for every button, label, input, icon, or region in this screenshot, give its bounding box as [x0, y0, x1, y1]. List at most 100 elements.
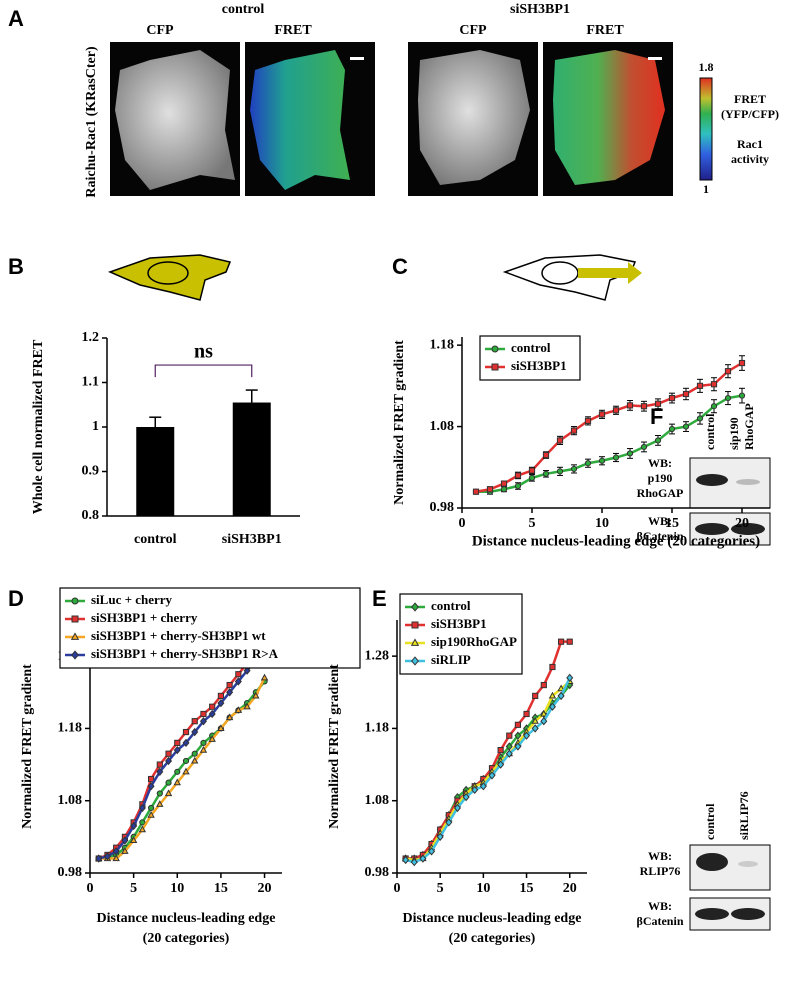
panel-letter: C: [392, 254, 408, 279]
y-tick-label: 1.18: [365, 721, 390, 736]
marker: [226, 688, 234, 697]
x-tick-label: control: [134, 532, 177, 547]
marker: [462, 792, 470, 802]
marker: [156, 800, 164, 807]
marker: [500, 486, 508, 493]
cell: [250, 50, 350, 190]
x-tick-label: 10: [595, 516, 609, 531]
x-tick-label: 0: [394, 881, 401, 896]
legend-label: siRLIP: [431, 652, 471, 667]
marker: [738, 392, 746, 399]
bar: [232, 402, 271, 516]
y-label: Normalized FRET gradient: [392, 340, 407, 505]
marker: [540, 709, 548, 717]
legend-label: siSH3BP1 + cherry-SH3BP1 wt: [91, 628, 266, 643]
marker: [191, 727, 199, 737]
lane-label: control: [703, 413, 717, 450]
legend-label: sip190RhoGAP: [431, 634, 517, 649]
panel-letter: D: [8, 586, 24, 611]
y-tick-label: 1.2: [82, 330, 100, 345]
marker: [260, 673, 269, 681]
marker: [640, 443, 648, 451]
legend-label: siLuc + cherry: [91, 592, 173, 607]
y-tick-label: 0.98: [430, 500, 455, 515]
marker: [200, 710, 207, 718]
legend-label: control: [431, 598, 471, 613]
band: [695, 908, 729, 920]
marker: [411, 656, 419, 666]
marker: [710, 403, 718, 410]
panel-f: F control sip190 RhoGAP WB: p190 RhoGAP …: [637, 403, 771, 931]
x-tick-label: 15: [665, 516, 679, 531]
marker: [200, 739, 207, 746]
legend-label: siSH3BP1 + cherry: [91, 610, 198, 625]
marker: [654, 437, 662, 444]
colorbar: [699, 77, 713, 181]
marker: [95, 854, 103, 863]
marker: [531, 724, 539, 733]
marker: [626, 450, 634, 457]
lane-label: sip190: [727, 417, 741, 450]
marker: [570, 465, 578, 473]
marker: [103, 852, 111, 861]
panel-letter: E: [372, 586, 387, 611]
marker: [156, 761, 163, 768]
legend-box: [479, 335, 581, 381]
marker: [505, 749, 513, 758]
cell-cartoon: [107, 254, 232, 301]
x-tick-label: 5: [529, 516, 536, 531]
colorbar-min: 1: [703, 182, 709, 196]
marker: [410, 638, 420, 646]
marker: [436, 832, 444, 842]
lane-label: control: [703, 803, 717, 840]
marker: [566, 638, 573, 645]
marker: [173, 778, 181, 786]
y-label: Normalized FRET gradient: [20, 664, 35, 829]
marker: [542, 470, 550, 477]
bar: [136, 427, 175, 516]
marker: [682, 390, 690, 398]
marker: [121, 836, 129, 845]
marker: [654, 400, 662, 407]
series-line: [405, 677, 571, 864]
marker: [138, 803, 146, 813]
x-label: Distance nucleus-leading edge: [97, 911, 276, 926]
marker: [506, 732, 513, 739]
x-tick-label: 5: [437, 881, 444, 896]
y-label: Normalized FRET gradient: [327, 664, 342, 829]
marker: [411, 621, 419, 629]
cartoon-b: [107, 254, 232, 301]
blot-label: WB:: [648, 514, 672, 528]
marker: [112, 847, 120, 856]
marker: [130, 821, 138, 831]
marker: [112, 854, 120, 862]
channel-label: CFP: [146, 23, 174, 38]
x-tick-label: 20: [258, 881, 272, 896]
band: [731, 908, 765, 920]
marker: [410, 858, 418, 867]
x-label: Distance nucleus-leading edge (20 catego…: [472, 533, 760, 549]
band: [738, 861, 758, 867]
y-label: Whole cell normalized FRET: [31, 339, 46, 514]
cell: [553, 50, 665, 185]
legend-label: siSH3BP1: [511, 358, 567, 373]
marker: [191, 756, 199, 764]
marker: [724, 368, 732, 375]
y-tick-label: 1: [92, 419, 99, 434]
marker: [217, 698, 225, 708]
marker: [71, 597, 79, 605]
y-tick-label: 0.98: [365, 865, 390, 880]
marker: [548, 691, 557, 699]
group-title: siSH3BP1: [510, 2, 570, 17]
marker: [540, 717, 548, 726]
blot-label: RhoGAP: [637, 486, 684, 500]
marker: [71, 650, 79, 660]
blot-label: RLIP76: [640, 864, 681, 878]
annotation: ns: [194, 341, 213, 363]
marker: [532, 692, 539, 699]
marker: [445, 818, 453, 827]
marker: [584, 460, 592, 467]
panel-letter: A: [8, 6, 24, 31]
marker: [156, 767, 164, 776]
